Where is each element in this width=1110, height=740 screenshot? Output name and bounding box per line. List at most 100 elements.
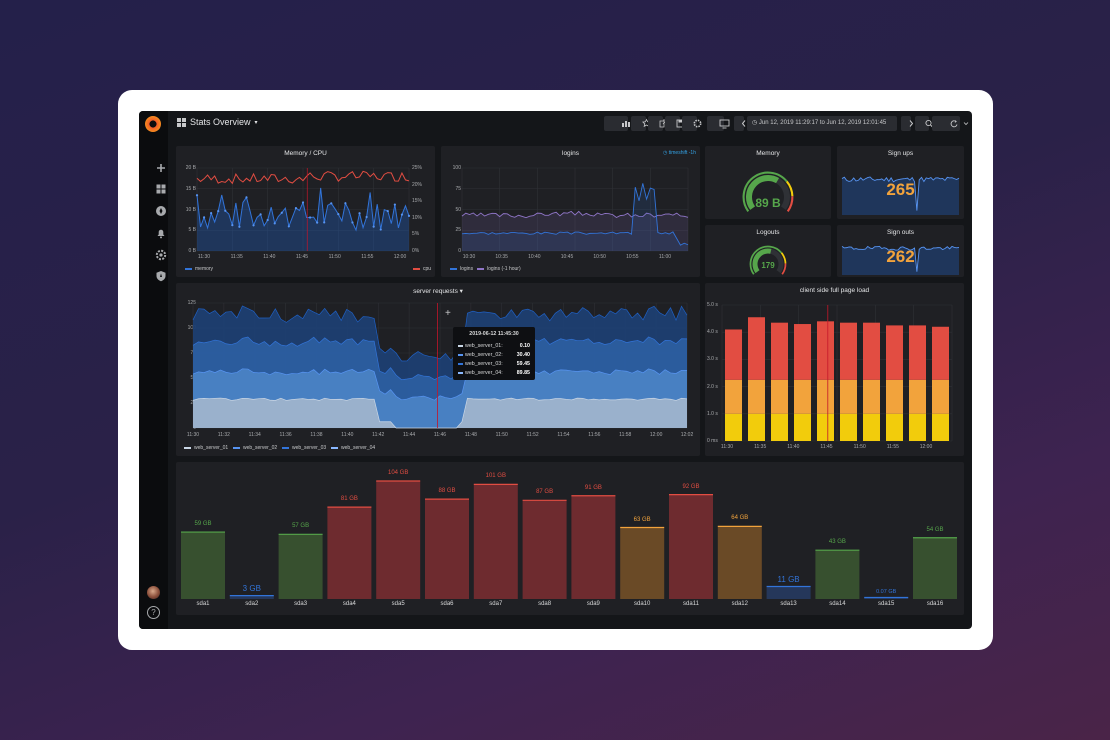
sparkline-area — [842, 246, 959, 275]
chevron-down-icon: ▾ — [254, 119, 258, 126]
bar-segment — [748, 379, 765, 414]
legend-item[interactable]: web_server_01 — [184, 445, 228, 451]
disk-bar — [376, 481, 421, 599]
y-axis-label: 5 B — [188, 227, 196, 234]
page-load-panel[interactable]: client side full page load 5.0 s 4.0 s 3.0… — [705, 283, 964, 456]
disk-value-label: 101 GB — [485, 473, 506, 480]
zoom-out-button[interactable] — [915, 116, 933, 131]
x-axis-label: 11:30 — [197, 254, 211, 260]
x-axis-label: 11:38 — [310, 432, 323, 438]
disk-value-label: 91 GB — [584, 484, 602, 491]
disk-bar — [473, 484, 518, 599]
signups-panel[interactable]: Sign ups 265 — [837, 146, 964, 219]
x-axis-label: 11:40 — [263, 254, 276, 260]
bar-segment — [748, 317, 765, 380]
y-axis-label: 100 — [187, 325, 196, 331]
disk-bar — [766, 586, 811, 599]
memory-point — [245, 196, 248, 199]
time-back-button[interactable] — [734, 116, 746, 131]
time-forward-button[interactable] — [901, 116, 914, 131]
disk-bar — [181, 532, 225, 599]
gear-icon[interactable] — [145, 248, 167, 262]
memory-point — [224, 209, 227, 212]
bar-segment — [794, 413, 811, 441]
bar-segment — [794, 324, 811, 380]
y-axis-label: 0 ms — [707, 438, 718, 444]
bar-segment — [863, 322, 880, 380]
disk-bar — [327, 507, 372, 599]
disk-value-label: 88 GB — [438, 488, 456, 495]
disk-name-label: sda16 — [926, 601, 944, 607]
memory-point — [238, 225, 241, 228]
share-button[interactable] — [648, 116, 667, 131]
panel-title[interactable]: server requests ▾ — [413, 288, 463, 295]
x-axis-label: 11:45 — [820, 444, 833, 450]
sparkline-area — [842, 176, 959, 215]
x-axis-label: 11:55 — [361, 254, 374, 260]
disk-name-label: sda6 — [440, 601, 454, 607]
x-axis-label: 11:35 — [754, 444, 767, 450]
grafana-logo-icon[interactable] — [145, 116, 161, 132]
help-icon[interactable]: ? — [147, 606, 160, 619]
x-axis-label: 11:42 — [372, 432, 385, 438]
save-button[interactable] — [665, 116, 684, 131]
time-range-picker[interactable]: ◷ Jun 12, 2019 11:29:17 to Jun 12, 2019 … — [747, 116, 897, 131]
memory-point — [386, 209, 389, 213]
clock-icon: ◷ — [663, 150, 669, 156]
disk-name-label: sda9 — [586, 601, 600, 607]
series-line-2 — [192, 368, 688, 401]
explore-icon[interactable] — [145, 204, 166, 218]
y-axis-label: 5.0 s — [707, 302, 718, 308]
memory-point — [393, 203, 396, 206]
disk-usage-panel[interactable]: 59 GB sda1 3 GB sda2 57 GB sda3 81 GB sda4 104 G… — [176, 462, 964, 615]
legend-logins-1h[interactable]: logins (-1 hour) — [477, 266, 521, 272]
shield-icon[interactable] — [145, 269, 166, 283]
dashboard-picker[interactable]: Stats Overview ▾ — [177, 117, 258, 127]
gauge-threshold-green — [742, 171, 788, 212]
x-axis-label: 10:55 — [626, 254, 639, 260]
bar-segment — [725, 329, 742, 380]
memory-point — [379, 228, 382, 231]
signouts-panel[interactable]: Sign outs 262 — [837, 225, 964, 277]
legend-logins[interactable]: logins — [450, 266, 473, 272]
settings-button[interactable] — [682, 116, 702, 131]
panel-title: client side full page load — [799, 287, 870, 294]
disk-name-label: sda11 — [683, 601, 699, 607]
alert-bell-icon[interactable] — [145, 226, 165, 240]
dashboards-icon[interactable] — [145, 182, 166, 196]
legend-item[interactable]: web_server_03 — [282, 445, 326, 451]
x-axis-label: 11:44 — [403, 432, 416, 438]
star-button[interactable] — [631, 116, 651, 131]
gauge-fill — [746, 175, 780, 210]
y-axis-label: 2.0 s — [707, 383, 718, 390]
memory-point — [231, 224, 234, 227]
avatar[interactable] — [147, 586, 160, 599]
logins-panel[interactable]: logins ◷ timeshift -1h 100 75 50 25 0 10:30 10… — [441, 146, 700, 277]
legend-item[interactable]: web_server_04 — [331, 445, 375, 451]
memory-point — [365, 215, 368, 219]
y-axis-label: 3.0 s — [707, 356, 718, 363]
bar-segment — [886, 379, 903, 414]
refresh-button[interactable] — [932, 116, 969, 131]
dashboard-title: Stats Overview — [190, 117, 251, 127]
logouts-gauge-panel[interactable]: Logouts 179 — [705, 225, 831, 277]
legend-cpu[interactable]: cpu — [413, 266, 431, 272]
add-panel-button[interactable] — [604, 116, 635, 131]
legend-memory[interactable]: memory — [185, 266, 213, 272]
memory-gauge-panel[interactable]: Memory 89 B — [705, 146, 831, 219]
tooltip-row: web_server_01: 0.10 — [458, 341, 530, 350]
tv-mode-button[interactable] — [707, 116, 729, 131]
bar-segment — [840, 413, 857, 441]
x-axis-label: 11:40 — [787, 444, 800, 450]
memory-cpu-panel[interactable]: Memory / CPU 20 B 15 B 10 B 5 B 0 B 25% 20% 15%… — [176, 146, 435, 277]
plus-icon[interactable] — [145, 161, 165, 175]
memory-point — [308, 216, 312, 219]
disk-name-label: sda7 — [489, 601, 503, 607]
legend-item[interactable]: web_server_02 — [233, 445, 277, 451]
disk-name-label: sda10 — [634, 601, 651, 607]
memory-point — [252, 224, 255, 227]
disk-name-label: sda5 — [391, 601, 405, 607]
server-requests-panel[interactable]: server requests ▾ 125100755025011:3011:3… — [176, 283, 700, 456]
memory-point — [287, 225, 290, 228]
gauge-value: 89 B — [755, 196, 781, 210]
